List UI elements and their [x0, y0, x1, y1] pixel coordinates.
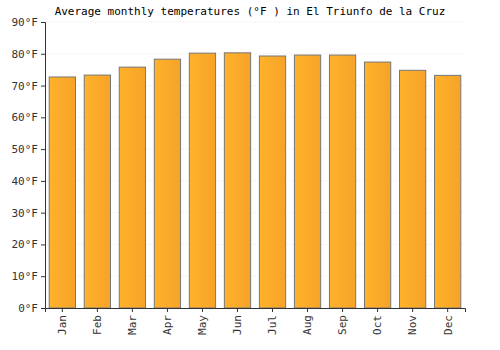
y-tick-mark	[41, 86, 45, 87]
x-tick: Nov	[406, 308, 419, 335]
x-tick: Jul	[266, 308, 279, 335]
bar	[364, 62, 390, 308]
y-axis-line	[41, 23, 46, 309]
x-tick-mark	[307, 308, 308, 312]
x-tick-label: Oct	[371, 315, 384, 335]
x-tick-label: Jun	[231, 315, 244, 335]
y-tick: 60°F	[12, 111, 46, 124]
y-tick-label: 40°F	[12, 175, 39, 188]
x-axis: Jan Feb Mar Apr May Jun Jul Aug Sep Oct Nov Dec	[46, 308, 466, 335]
bar	[49, 77, 75, 308]
y-tick-label: 60°F	[12, 111, 39, 124]
x-tick-mark	[167, 308, 168, 312]
y-tick-label: 30°F	[12, 207, 39, 220]
x-tick-mark	[237, 308, 238, 312]
bar	[119, 67, 145, 308]
y-tick-mark	[41, 308, 45, 309]
x-tick-mark	[97, 308, 98, 312]
x-tick-label: Dec	[442, 315, 455, 335]
bar	[329, 55, 355, 308]
x-tick-label: Sep	[336, 315, 349, 335]
x-tick-mark	[202, 308, 203, 312]
y-tick-mark	[41, 181, 45, 182]
bar	[84, 75, 110, 308]
bars	[49, 53, 461, 308]
x-tick: Aug	[301, 308, 314, 335]
y-tick-label: 10°F	[12, 270, 39, 283]
x-tick-label: Apr	[161, 315, 174, 335]
x-tick: Dec	[442, 308, 455, 335]
chart: 0°F 10°F 20°F 30°F 40°F 50°F 60°F 70°F 80°F 90°F J…	[0, 0, 500, 350]
y-tick: 30°F	[12, 207, 46, 220]
x-tick-mark	[62, 308, 63, 312]
x-axis-line	[46, 309, 466, 313]
x-tick-mark	[272, 308, 273, 312]
y-tick-label: 20°F	[12, 238, 39, 251]
x-tick: Oct	[371, 308, 384, 335]
x-tick-label: Mar	[126, 315, 139, 335]
title: Average monthly temperatures (°F ) in El…	[55, 5, 446, 18]
grid	[45, 22, 465, 308]
x-tick: Jun	[231, 308, 244, 335]
bar	[259, 56, 285, 308]
x-tick-mark	[412, 308, 413, 312]
bar	[399, 70, 425, 308]
bar	[294, 55, 320, 308]
x-tick: May	[196, 308, 209, 335]
y-tick: 90°F	[12, 16, 46, 29]
x-tick: Apr	[161, 308, 174, 335]
y-tick-label: 0°F	[18, 302, 38, 315]
y-tick-mark	[41, 54, 45, 55]
x-tick-label: Jan	[56, 315, 69, 335]
plot: 0°F 10°F 20°F 30°F 40°F 50°F 60°F 70°F 80°F 90°F J…	[12, 16, 466, 335]
y-axis: 0°F 10°F 20°F 30°F 40°F 50°F 60°F 70°F 80°F 90°F	[12, 16, 46, 315]
bar	[435, 75, 461, 308]
y-tick: 70°F	[12, 80, 46, 93]
x-tick-mark	[132, 308, 133, 312]
x-tick: Sep	[336, 308, 349, 335]
y-tick-label: 70°F	[12, 80, 39, 93]
y-tick-mark	[41, 244, 45, 245]
y-tick-mark	[41, 149, 45, 150]
grid-line	[45, 53, 465, 54]
bar	[154, 59, 180, 308]
x-tick: Mar	[126, 308, 139, 335]
y-tick-label: 80°F	[12, 48, 39, 61]
x-tick-label: Feb	[91, 315, 104, 335]
x-tick-mark	[342, 308, 343, 312]
y-tick: 0°F	[18, 302, 45, 315]
bar	[189, 53, 215, 308]
x-tick-label: Aug	[301, 315, 314, 335]
y-tick: 80°F	[12, 48, 46, 61]
x-tick-label: Jul	[266, 315, 279, 335]
y-tick-mark	[41, 276, 45, 277]
y-tick-mark	[41, 213, 45, 214]
y-tick: 10°F	[12, 270, 46, 283]
y-tick: 20°F	[12, 238, 46, 251]
x-tick: Jan	[56, 308, 69, 335]
x-tick: Feb	[91, 308, 104, 335]
y-tick-mark	[41, 22, 45, 23]
bar	[224, 53, 250, 308]
y-tick-label: 50°F	[12, 143, 39, 156]
x-tick-mark	[377, 308, 378, 312]
x-tick-label: Nov	[406, 315, 419, 335]
x-tick-label: May	[196, 315, 209, 335]
y-tick: 40°F	[12, 175, 46, 188]
y-tick-mark	[41, 117, 45, 118]
y-tick: 50°F	[12, 143, 46, 156]
grid-line	[45, 22, 465, 23]
x-tick-mark	[447, 308, 448, 312]
y-tick-label: 90°F	[12, 16, 39, 29]
